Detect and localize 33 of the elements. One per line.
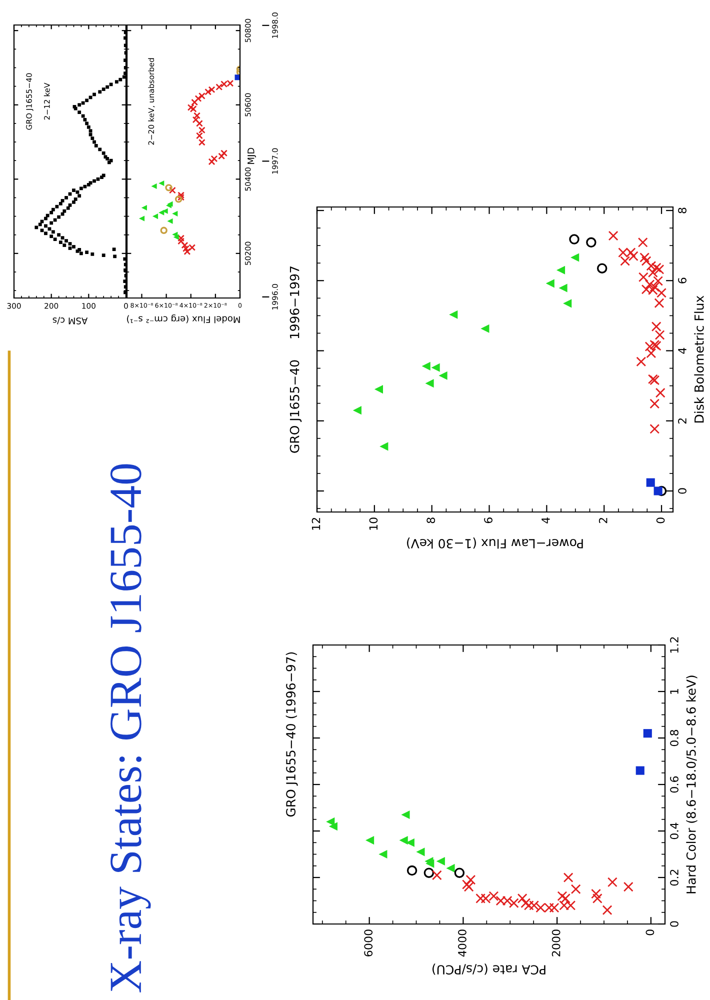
y-tick-label: 0.8: [670, 730, 678, 746]
y-tick-label: 1.2: [670, 637, 678, 653]
y-tick-label: 4: [678, 348, 686, 354]
x-axis-title: Model Flux (erg cm⁻² s⁻¹): [127, 314, 240, 324]
y-tick-label: 1: [670, 688, 678, 694]
y-tick-label: 2: [678, 418, 686, 424]
x-tick-label: 12: [312, 518, 320, 530]
x-axis-title: ASM c/s: [52, 316, 88, 324]
y-tick-label: 0: [678, 488, 686, 494]
text: GRO J1655−40 1996−1997: [290, 266, 302, 453]
y-tick-label: 0.6: [670, 776, 678, 793]
y-axis-title: Disk Bolometric Flux: [694, 296, 704, 422]
y-tick-label: 0.2: [670, 870, 678, 886]
x-tick-label: 6: [484, 518, 492, 524]
x-axis-title: Power−Law Flux (1−30 keV): [407, 538, 583, 549]
x-tick-label: 2: [598, 518, 608, 524]
x-tick-label: 4000: [458, 930, 466, 957]
text: X-ray States: GRO J1655-40: [110, 464, 151, 992]
x-tick-label: 4: [542, 517, 550, 524]
x-axis-title: PCA rate (c/s/PCU): [432, 964, 546, 975]
x-tick-label: 2000: [552, 930, 560, 956]
x-tick-label: 8: [426, 518, 436, 524]
y-tick-label: 0.4: [670, 822, 678, 840]
x-tick-label: 10: [369, 518, 378, 530]
y-tick-label: 6: [678, 278, 686, 284]
text: GRO J1655−40 (1996−97): [286, 652, 298, 817]
y-axis-title: Hard Color (8.6−18.0/5.0−8.6 keV): [686, 676, 698, 894]
y-tick-label: 0: [670, 921, 678, 927]
x-tick-label: 6000: [364, 930, 373, 956]
y-tick-label: 8: [678, 208, 686, 214]
x-tick-label: 0: [646, 930, 654, 936]
y-axis-title: MJD: [248, 148, 256, 164]
x-tick-label: 0: [656, 518, 665, 524]
